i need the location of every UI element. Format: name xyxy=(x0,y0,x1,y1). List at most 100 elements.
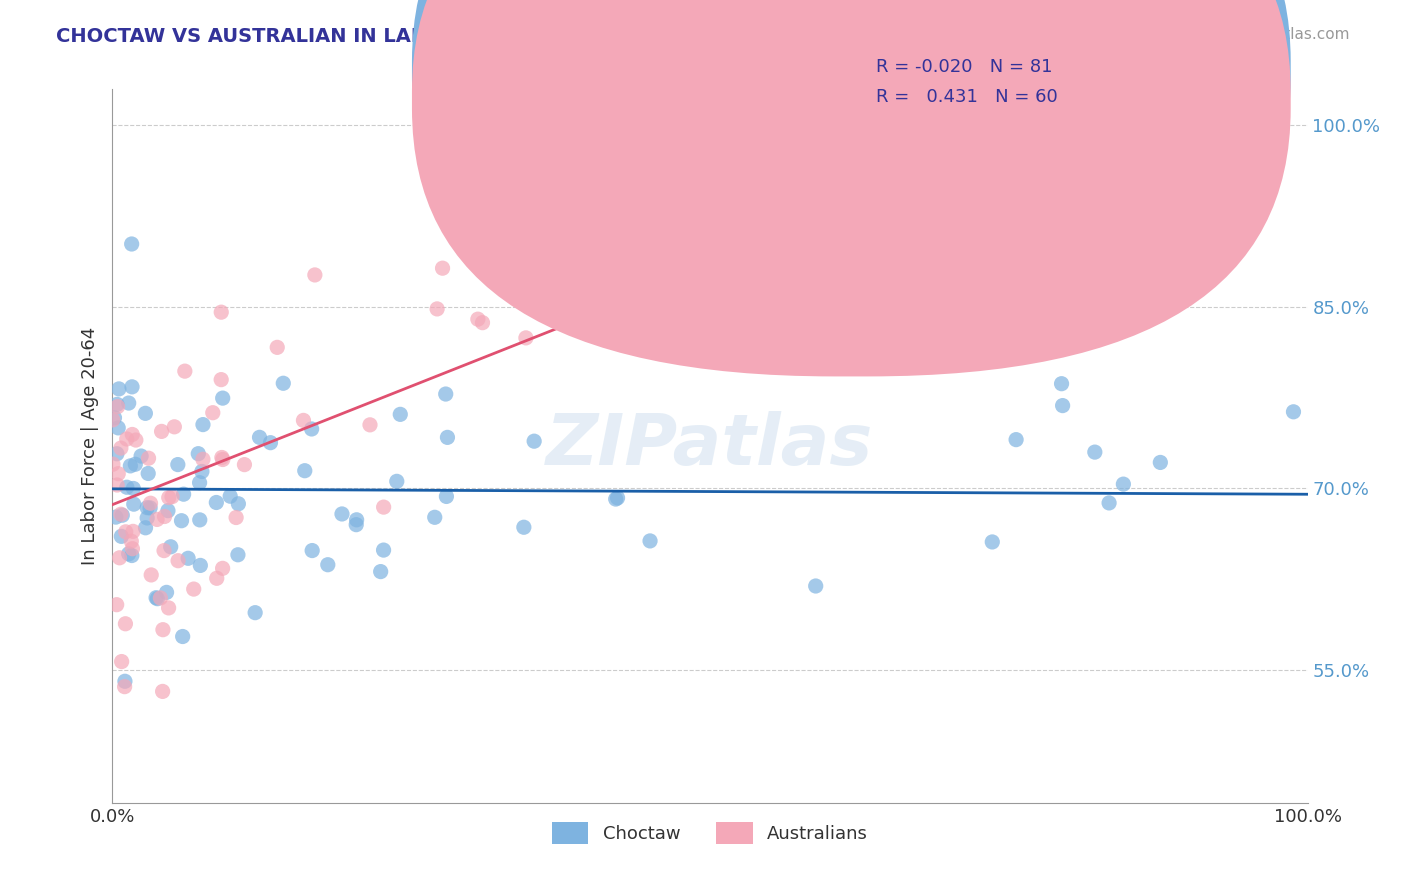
Australians xyxy=(115,432,138,446)
Australians xyxy=(157,491,180,505)
Choctaw xyxy=(187,447,209,461)
Text: R = -0.020   N = 81: R = -0.020 N = 81 xyxy=(876,58,1053,76)
Australians xyxy=(141,568,163,582)
Choctaw xyxy=(211,391,233,405)
Choctaw xyxy=(105,397,128,411)
Australians xyxy=(426,301,449,316)
Australians xyxy=(163,419,186,434)
Choctaw xyxy=(370,565,392,579)
Choctaw xyxy=(146,591,169,606)
Australians xyxy=(122,524,145,539)
Choctaw xyxy=(228,497,250,511)
Choctaw xyxy=(177,551,200,566)
Choctaw xyxy=(129,449,152,463)
Australians xyxy=(501,121,523,136)
Choctaw xyxy=(243,606,266,620)
Choctaw xyxy=(134,406,156,420)
Choctaw xyxy=(346,513,368,527)
Australians xyxy=(266,340,288,354)
Choctaw xyxy=(434,387,457,401)
Australians xyxy=(152,684,174,698)
Australians xyxy=(191,452,214,467)
Australians xyxy=(589,114,612,128)
Choctaw xyxy=(134,521,156,535)
Australians xyxy=(121,541,143,556)
Australians xyxy=(153,543,176,558)
Choctaw xyxy=(1282,405,1305,419)
Choctaw xyxy=(523,434,546,449)
Choctaw xyxy=(373,543,395,558)
Australians xyxy=(149,591,172,605)
Australians xyxy=(167,554,190,568)
Choctaw xyxy=(981,535,1004,549)
Australians xyxy=(160,490,183,504)
Choctaw xyxy=(103,410,125,425)
Australians xyxy=(107,400,129,414)
Choctaw xyxy=(513,520,536,534)
Australians xyxy=(373,500,395,515)
Choctaw xyxy=(188,558,211,573)
Australians xyxy=(211,452,233,467)
Australians xyxy=(152,623,174,637)
Australians xyxy=(183,582,205,596)
Australians xyxy=(120,534,142,549)
Australians xyxy=(641,82,664,96)
Choctaw xyxy=(271,376,294,391)
Choctaw xyxy=(605,491,627,506)
Choctaw xyxy=(294,464,316,478)
Choctaw xyxy=(1149,455,1171,469)
Choctaw xyxy=(1050,376,1073,391)
Australians xyxy=(685,135,707,149)
Choctaw xyxy=(107,421,129,435)
Choctaw xyxy=(436,490,458,504)
Australians xyxy=(225,510,247,524)
Choctaw xyxy=(155,585,177,599)
Choctaw xyxy=(114,674,136,689)
Choctaw xyxy=(330,507,353,521)
Choctaw xyxy=(249,430,271,444)
Australians xyxy=(121,427,143,442)
Choctaw xyxy=(108,382,131,396)
Choctaw xyxy=(1084,445,1107,459)
Text: ZIPatlas: ZIPatlas xyxy=(547,411,873,481)
Choctaw xyxy=(172,630,194,644)
Choctaw xyxy=(104,510,127,524)
Choctaw xyxy=(205,495,228,509)
Choctaw xyxy=(301,422,323,436)
Choctaw xyxy=(606,491,628,505)
Australians xyxy=(304,268,326,282)
Choctaw xyxy=(436,430,458,444)
Choctaw xyxy=(124,457,146,471)
Choctaw xyxy=(136,467,159,481)
Choctaw xyxy=(173,487,195,501)
Choctaw xyxy=(121,549,143,563)
Australians xyxy=(114,680,136,694)
Choctaw xyxy=(110,529,132,543)
Choctaw xyxy=(121,237,143,252)
Choctaw xyxy=(1005,433,1028,447)
Choctaw xyxy=(136,500,159,515)
Choctaw xyxy=(191,465,214,479)
Text: Source: ZipAtlas.com: Source: ZipAtlas.com xyxy=(1187,27,1350,42)
Choctaw xyxy=(145,591,167,605)
Australians xyxy=(114,616,136,631)
Choctaw xyxy=(188,513,211,527)
Australians xyxy=(108,550,131,565)
Choctaw xyxy=(188,475,211,490)
Choctaw xyxy=(344,517,367,532)
Y-axis label: In Labor Force | Age 20-64: In Labor Force | Age 20-64 xyxy=(80,326,98,566)
Choctaw xyxy=(118,547,141,561)
Australians xyxy=(153,509,176,524)
Choctaw xyxy=(156,503,179,517)
Australians xyxy=(205,571,228,585)
Australians xyxy=(105,598,128,612)
Choctaw xyxy=(316,558,339,572)
Choctaw xyxy=(1098,496,1121,510)
Australians xyxy=(209,373,232,387)
Australians xyxy=(125,433,148,447)
Australians xyxy=(211,561,233,575)
Text: R =   0.431   N = 60: R = 0.431 N = 60 xyxy=(876,88,1057,106)
Australians xyxy=(138,451,160,466)
Australians xyxy=(471,316,494,330)
Choctaw xyxy=(121,380,143,394)
